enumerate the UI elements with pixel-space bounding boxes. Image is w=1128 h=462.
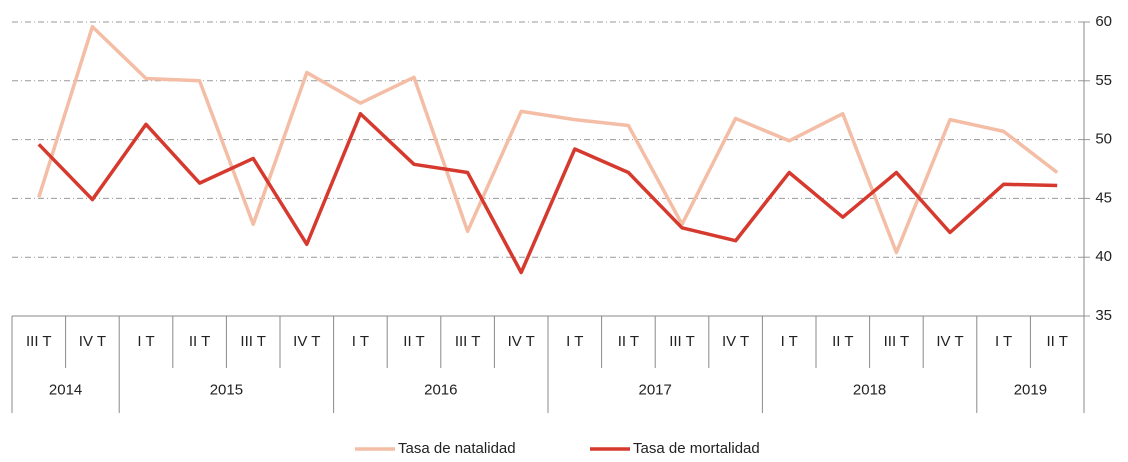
x-tick-label: II T [618, 333, 639, 350]
x-group-label: 2018 [853, 381, 886, 398]
x-tick-label: IV T [293, 333, 320, 350]
x-tick-label: III T [455, 333, 481, 350]
data-line [37, 111, 1058, 275]
x-tick-label: IV T [936, 333, 963, 350]
x-tick-label: IV T [508, 333, 535, 350]
x-tick-label: IV T [722, 333, 749, 350]
x-group-label: 2017 [639, 381, 672, 398]
x-tick-label: I T [995, 333, 1012, 350]
x-group-label: 2019 [1014, 381, 1047, 398]
x-tick-label: II T [189, 333, 210, 350]
x-tick-label: III T [884, 333, 910, 350]
y-tick-label: 60 [1095, 13, 1112, 30]
x-group-label: 2016 [424, 381, 457, 398]
legend-label: Tasa de mortalidad [633, 440, 760, 457]
x-tick-label: II T [403, 333, 424, 350]
y-tick-label: 45 [1095, 189, 1112, 206]
x-group-label: 2014 [49, 381, 82, 398]
legend-label: Tasa de natalidad [398, 440, 516, 457]
y-tick-label: 35 [1095, 307, 1112, 324]
x-tick-label: III T [240, 333, 266, 350]
x-tick-label: III T [669, 333, 695, 350]
y-tick-label: 50 [1095, 131, 1112, 148]
y-tick-label: 40 [1095, 248, 1112, 265]
y-tick-label: 55 [1095, 72, 1112, 89]
x-tick-label: I T [566, 333, 583, 350]
x-tick-label: III T [26, 333, 52, 350]
x-tick-label: II T [832, 333, 853, 350]
x-tick-label: IV T [79, 333, 106, 350]
x-group-label: 2015 [210, 381, 243, 398]
x-tick-label: I T [137, 333, 154, 350]
data-line [37, 24, 1059, 255]
x-tick-label: I T [352, 333, 369, 350]
x-tick-label: II T [1046, 333, 1067, 350]
x-tick-label: I T [781, 333, 798, 350]
